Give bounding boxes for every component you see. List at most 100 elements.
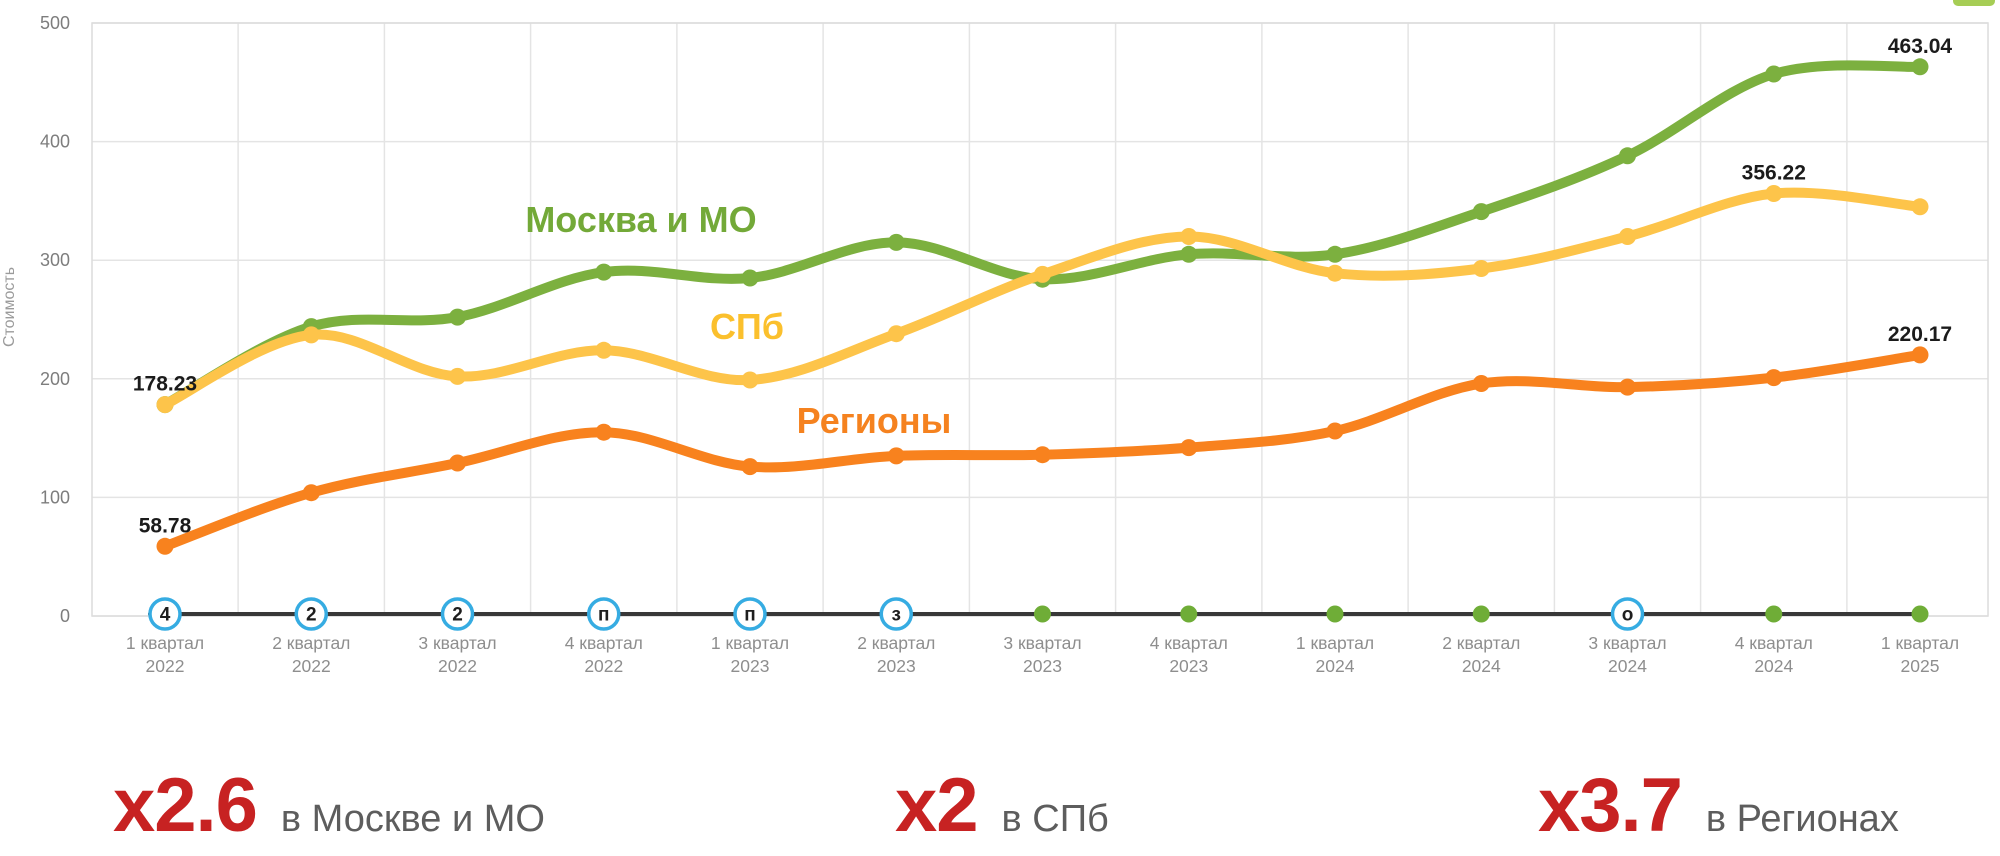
top-right-tab-fragment [1953, 0, 1995, 6]
data-point [1911, 58, 1929, 76]
data-point [1034, 446, 1051, 464]
svg-text:2023: 2023 [731, 656, 770, 676]
series-name-label: Регионы [797, 400, 952, 441]
event-marker-circled[interactable]: о [1610, 597, 1645, 631]
event-marker-circle[interactable] [148, 597, 182, 631]
svg-text:2024: 2024 [1462, 656, 1501, 676]
data-point [887, 447, 905, 465]
event-marker-circle[interactable] [733, 597, 767, 631]
data-point [449, 308, 466, 326]
point-value-label: 178.23 [133, 373, 197, 396]
data-point [1180, 439, 1198, 457]
data-point [1765, 369, 1783, 387]
data-point [1180, 228, 1198, 245]
event-marker-letter: 2 [306, 605, 317, 626]
event-marker-circled[interactable]: п [587, 597, 621, 631]
data-point [449, 367, 466, 385]
svg-text:3 квартал: 3 квартал [418, 633, 496, 653]
svg-text:100: 100 [40, 487, 70, 507]
data-point [1472, 203, 1490, 221]
svg-text:2024: 2024 [1316, 656, 1355, 676]
svg-text:2022: 2022 [438, 656, 477, 676]
svg-text:1 квартал: 1 квартал [1296, 633, 1374, 653]
svg-text:2022: 2022 [292, 656, 331, 676]
stat-regions: x3.7 в Регионах [1538, 768, 1899, 844]
point-value-label: 463.04 [1888, 35, 1953, 58]
y-axis-title: Стоимость [1, 267, 18, 347]
data-point [741, 371, 759, 389]
data-point [1326, 422, 1344, 440]
event-marker-circle[interactable] [440, 597, 475, 631]
series-name-label: Москва и МО [525, 199, 756, 240]
svg-text:2 квартал: 2 квартал [857, 633, 935, 653]
event-marker-circle[interactable] [879, 597, 913, 631]
data-point [1765, 185, 1783, 202]
data-point [1180, 245, 1198, 263]
x-axis-ticks: 1 квартал 2022 2 квартал 2022 3 квартал 2022 4… [126, 633, 1959, 676]
event-marker-circled[interactable]: п [733, 597, 767, 631]
stat-moscow-multiplier: x2.6 [113, 763, 258, 848]
stat-spb-multiplier: x2 [895, 763, 979, 848]
data-point [1472, 260, 1490, 277]
event-marker-letter: о [1622, 605, 1634, 626]
event-marker-letter: п [744, 605, 755, 626]
data-point [1472, 375, 1490, 392]
stat-spb: x2 в СПб [895, 768, 1109, 844]
svg-text:2 квартал: 2 квартал [1442, 633, 1520, 653]
event-marker-circled[interactable]: 2 [294, 597, 328, 631]
data-point [595, 341, 613, 359]
series-line-2 [156, 346, 1929, 555]
svg-text:300: 300 [40, 250, 70, 270]
svg-text:1 квартал: 1 квартал [126, 633, 204, 653]
stat-regions-multiplier: x3.7 [1538, 763, 1683, 848]
svg-text:500: 500 [40, 13, 70, 33]
data-point [1765, 65, 1783, 83]
svg-text:1 квартал: 1 квартал [1881, 633, 1959, 653]
svg-text:3 квартал: 3 квартал [1003, 633, 1081, 653]
event-marker-circle[interactable] [587, 597, 621, 631]
point-value-label: 220.17 [1888, 323, 1952, 346]
svg-text:2024: 2024 [1608, 656, 1647, 676]
svg-text:2023: 2023 [877, 656, 916, 676]
data-point [1911, 346, 1929, 364]
event-marker-letter: з [892, 605, 901, 626]
data-point [449, 454, 466, 472]
event-marker-letter: 2 [452, 605, 463, 626]
event-marker-dot [1326, 605, 1344, 623]
svg-text:2025: 2025 [1901, 656, 1940, 676]
event-marker-dot [1911, 605, 1929, 623]
series-path-1 [160, 187, 1925, 410]
data-point [1619, 378, 1636, 396]
event-marker-circled[interactable]: 2 [440, 597, 475, 631]
data-point [595, 263, 613, 281]
svg-text:1 квартал: 1 квартал [711, 633, 789, 653]
svg-text:2023: 2023 [1023, 656, 1062, 676]
data-point [1911, 198, 1929, 216]
data-point [1326, 264, 1344, 282]
event-marker-circle[interactable] [1610, 597, 1645, 631]
data-point [302, 326, 320, 344]
svg-text:2022: 2022 [146, 656, 185, 676]
series-path-0 [160, 60, 1925, 410]
event-marker-dot [1765, 605, 1783, 623]
data-point [595, 423, 613, 441]
stat-moscow-label: в Москве и МО [280, 798, 545, 840]
data-point [156, 537, 174, 555]
event-marker-circled[interactable]: з [879, 597, 913, 631]
stat-spb-label: в СПб [1001, 798, 1109, 840]
timeline-event-markers: 4 2 2 п п з о [148, 597, 1929, 631]
svg-text:2 квартал: 2 квартал [272, 633, 350, 653]
svg-text:4 квартал: 4 квартал [565, 633, 643, 653]
data-point [887, 325, 905, 343]
data-point [1619, 228, 1636, 245]
svg-text:400: 400 [40, 132, 70, 152]
event-marker-circled[interactable]: 4 [148, 597, 182, 631]
event-marker-circle[interactable] [294, 597, 328, 631]
point-value-label: 58.78 [139, 514, 192, 537]
series-line-0 [156, 58, 1929, 414]
event-marker-dot [1472, 605, 1490, 623]
event-marker-dot [1180, 605, 1198, 623]
stat-regions-label: в Регионах [1705, 798, 1899, 840]
